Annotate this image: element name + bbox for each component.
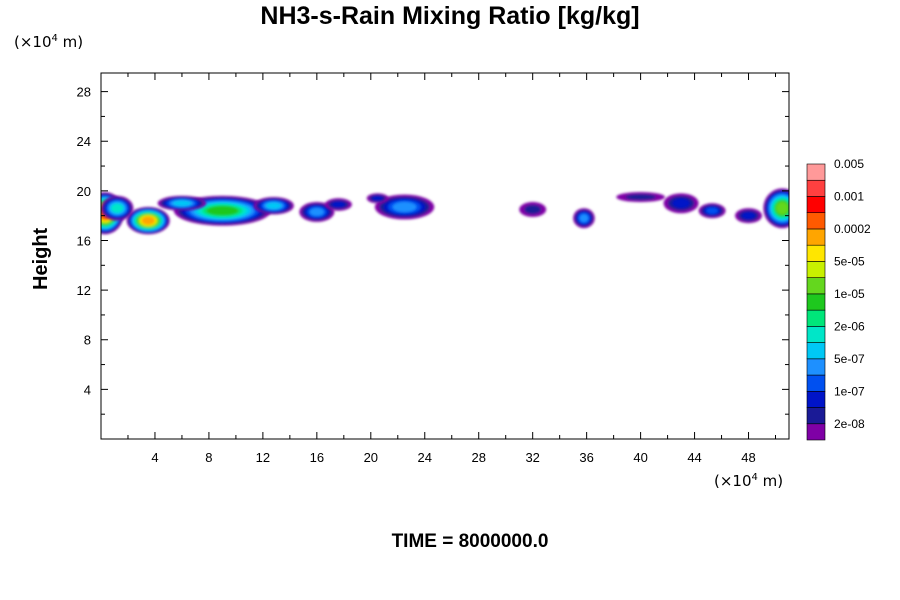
x-tick-label: 12 bbox=[256, 450, 270, 465]
contour-level-1 bbox=[524, 204, 542, 215]
colorbar-label-4: 1e-05 bbox=[834, 287, 865, 301]
contour-blob-2 bbox=[101, 195, 134, 221]
colorbar-swatch-3 bbox=[806, 374, 826, 392]
colorbar-swatch-11 bbox=[806, 244, 826, 262]
contour-blob-5 bbox=[253, 197, 294, 215]
colorbar-label-5: 5e-05 bbox=[834, 254, 865, 268]
colorbar-swatch-2 bbox=[806, 390, 826, 408]
contour-blob-16 bbox=[763, 188, 789, 229]
contour-blob-4 bbox=[157, 195, 207, 211]
contour-field bbox=[101, 188, 789, 235]
contour-blob-6 bbox=[299, 202, 335, 222]
contour-level-6 bbox=[111, 203, 123, 213]
x-tick-label: 24 bbox=[418, 450, 432, 465]
contour-blob-10 bbox=[519, 202, 547, 217]
y-tick-label: 20 bbox=[77, 184, 91, 199]
contour-level-4 bbox=[309, 207, 324, 216]
contour-level-12 bbox=[141, 216, 155, 225]
colorbar-swatch-10 bbox=[806, 261, 826, 278]
contour-blob-3 bbox=[173, 195, 271, 226]
contour-blob-8 bbox=[374, 194, 435, 220]
colorbar-swatch-1 bbox=[806, 407, 826, 425]
colorbar-label-7: 0.001 bbox=[834, 189, 864, 203]
contour-blob-12 bbox=[616, 192, 665, 203]
x-tick-label: 20 bbox=[364, 450, 378, 465]
colorbar: 2e-08 1e-07 5e-07 2e-06 1e-05 5e-05 0.0002 0.00… bbox=[806, 157, 871, 441]
contour-blob-15 bbox=[735, 208, 763, 224]
x-tick-label: 36 bbox=[579, 450, 593, 465]
x-tick-label: 8 bbox=[205, 450, 212, 465]
colorbar-swatch-6 bbox=[806, 326, 826, 343]
colorbar-label-2: 5e-07 bbox=[834, 352, 865, 366]
y-axis-unit: (×104 m) bbox=[14, 33, 84, 51]
contour-blob-9 bbox=[366, 193, 389, 204]
colorbar-swatch-14 bbox=[806, 196, 826, 214]
colorbar-swatch-4 bbox=[806, 358, 826, 376]
y-tick-label: 24 bbox=[77, 134, 91, 149]
x-tick-label: 4 bbox=[151, 450, 158, 465]
x-tick-label: 32 bbox=[525, 450, 539, 465]
x-tick-label: 48 bbox=[741, 450, 755, 465]
contour-blob-7 bbox=[324, 198, 352, 211]
time-label: TIME = 8000000.0 bbox=[391, 531, 549, 552]
plot-frame bbox=[100, 72, 790, 440]
x-tick-label: 40 bbox=[633, 450, 647, 465]
x-tick-label: 28 bbox=[471, 450, 485, 465]
colorbar-label-3: 2e-06 bbox=[834, 319, 865, 333]
contour-level-4 bbox=[392, 202, 417, 212]
contour-blob-11 bbox=[573, 208, 595, 229]
y-tick-label: 4 bbox=[84, 382, 91, 397]
contour-blob-13 bbox=[663, 193, 699, 214]
chart-title: NH3-s-Rain Mixing Ratio [kg/kg] bbox=[260, 2, 640, 30]
colorbar-swatch-13 bbox=[806, 212, 826, 230]
y-tick-label: 28 bbox=[77, 85, 91, 100]
contour-level-2 bbox=[331, 201, 346, 208]
contour-blob-1 bbox=[126, 206, 170, 235]
colorbar-swatch-5 bbox=[806, 342, 826, 360]
contour-level-4 bbox=[579, 214, 589, 223]
contour-level-1 bbox=[625, 193, 656, 201]
colorbar-label-0: 2e-08 bbox=[834, 417, 865, 431]
x-tick-label: 16 bbox=[310, 450, 324, 465]
x-axis-unit: (×104 m) bbox=[714, 472, 784, 490]
contour-level-9 bbox=[776, 201, 789, 215]
contour-level-2 bbox=[741, 211, 756, 220]
colorbar-swatch-0 bbox=[806, 423, 826, 441]
colorbar-swatch-8 bbox=[806, 293, 826, 311]
colorbar-swatch-9 bbox=[806, 277, 826, 295]
colorbar-label-8: 0.005 bbox=[834, 157, 864, 171]
y-tick-label: 8 bbox=[84, 333, 91, 348]
colorbar-swatch-15 bbox=[806, 179, 826, 197]
contour-level-2 bbox=[672, 198, 690, 209]
y-tick-label: 16 bbox=[77, 233, 91, 248]
colorbar-swatch-12 bbox=[806, 228, 826, 246]
colorbar-swatch-16 bbox=[806, 163, 826, 181]
colorbar-label-1: 1e-07 bbox=[834, 384, 865, 398]
colorbar-swatch-7 bbox=[806, 309, 826, 327]
contour-level-2 bbox=[372, 195, 383, 201]
x-tick-label: 44 bbox=[687, 450, 701, 465]
y-tick-label: 12 bbox=[77, 283, 91, 298]
contour-level-8 bbox=[206, 205, 239, 216]
colorbar-label-6: 0.0002 bbox=[834, 222, 871, 236]
contour-level-5 bbox=[172, 200, 192, 207]
contour-level-3 bbox=[706, 207, 719, 214]
contour-level-5 bbox=[266, 202, 282, 210]
contour-blob-14 bbox=[698, 203, 726, 219]
